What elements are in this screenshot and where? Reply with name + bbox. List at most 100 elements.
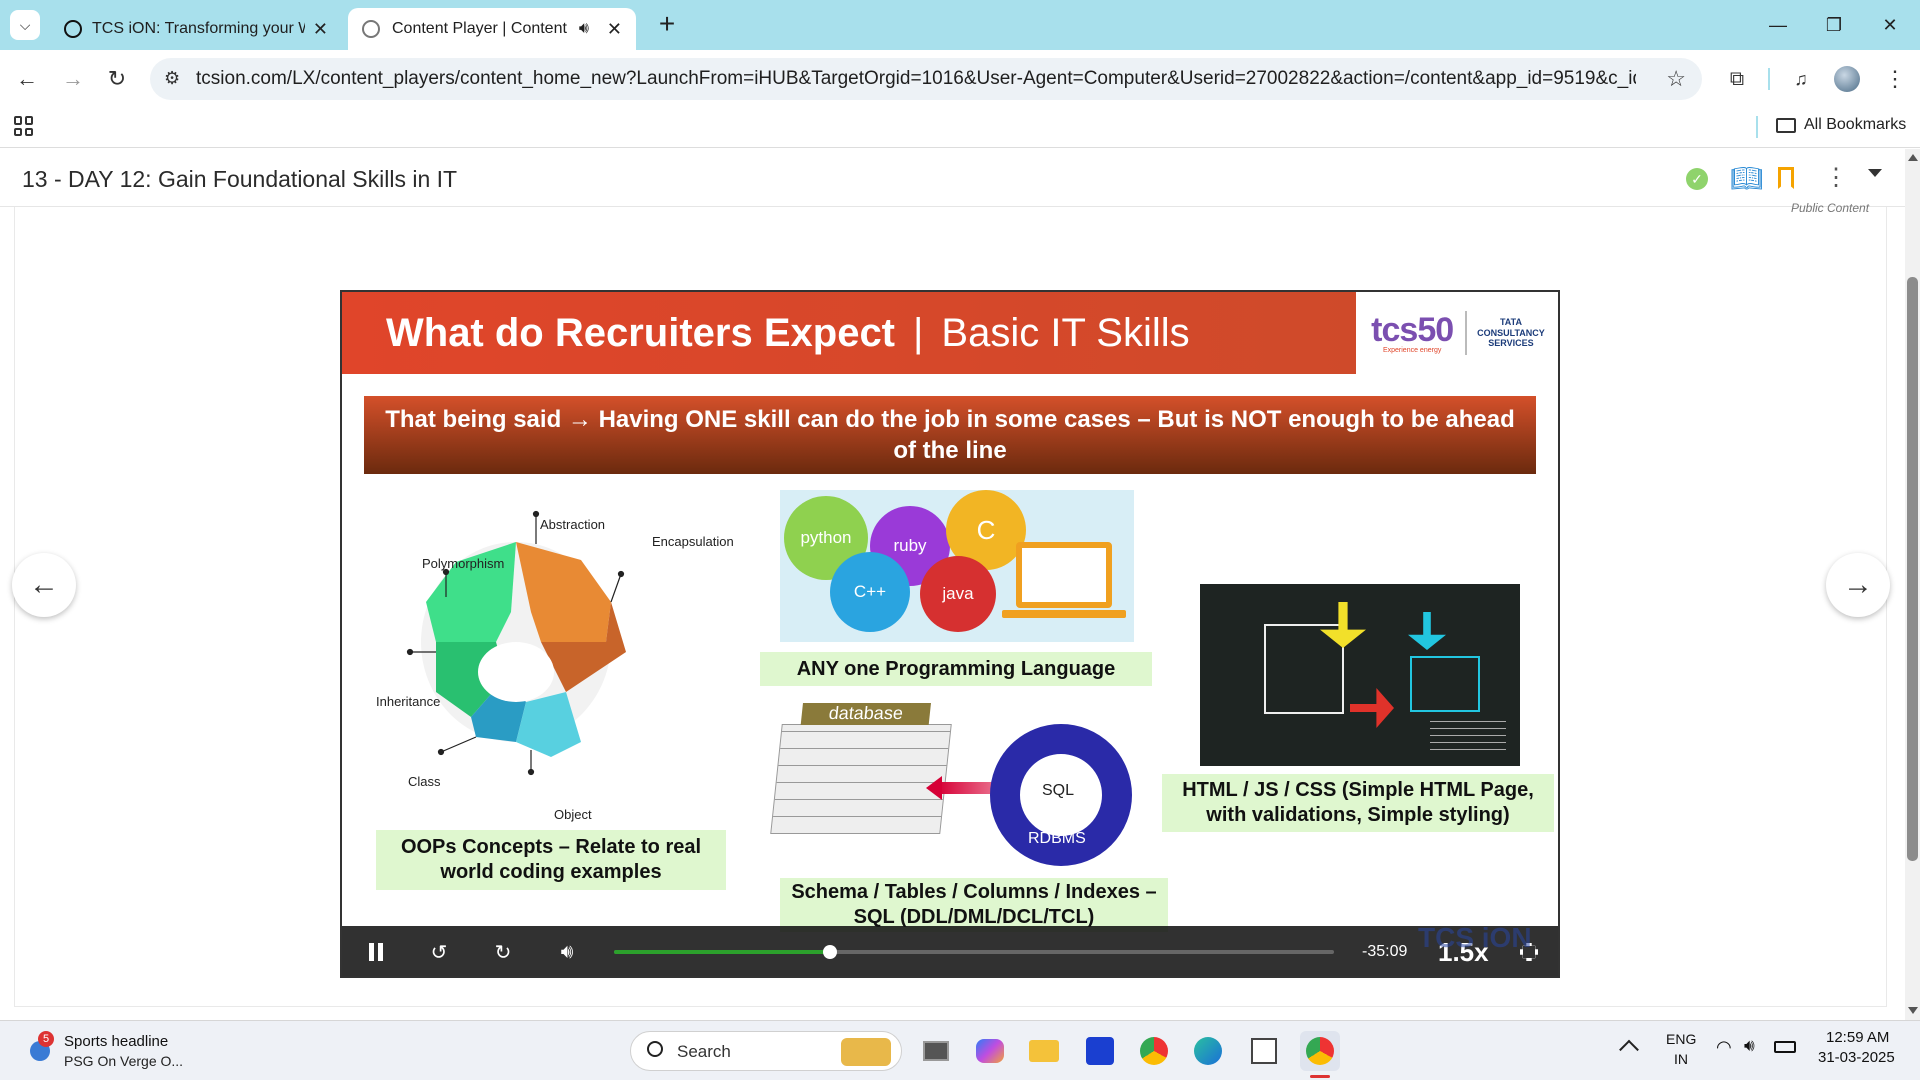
news-widget[interactable]: 5 Sports headline PSG On Verge O... — [26, 1029, 206, 1073]
laptop-base — [1002, 610, 1126, 618]
slide-title-bold: What do Recruiters Expect — [386, 310, 896, 355]
prev-slide-button[interactable]: ← — [12, 553, 76, 617]
database-table-image: database — [770, 703, 952, 834]
minimize-button[interactable]: — — [1769, 14, 1787, 35]
search-icon — [647, 1041, 663, 1057]
windows-start-icon[interactable] — [580, 1031, 620, 1071]
sql-label: SQL — [1042, 782, 1075, 799]
task-view-icon[interactable] — [916, 1031, 956, 1071]
new-tab-button[interactable]: + — [658, 8, 676, 39]
clock-time[interactable]: 12:59 AM — [1826, 1029, 1890, 1046]
scroll-down-icon[interactable] — [1908, 1007, 1918, 1014]
restore-button[interactable]: ❐ — [1825, 14, 1843, 35]
fullscreen-icon — [1520, 943, 1538, 961]
programming-caption: ANY one Programming Language — [760, 652, 1152, 686]
file-explorer-icon[interactable] — [1024, 1031, 1064, 1071]
more-icon[interactable]: ⋮ — [1824, 164, 1848, 191]
arrow-head-icon — [926, 776, 942, 800]
next-slide-button[interactable]: → — [1826, 553, 1890, 617]
logo-tagline: Experience energy — [1382, 346, 1442, 354]
speaker-icon[interactable]: 🔊︎ — [578, 20, 589, 37]
forward-button[interactable]: → — [62, 66, 84, 91]
menu-icon[interactable]: ⋮ — [1884, 66, 1906, 91]
speed-button[interactable]: 1.5x — [1438, 936, 1489, 967]
volume-button[interactable]: 🔊︎ — [552, 936, 582, 968]
close-icon[interactable]: ✕ — [312, 18, 328, 39]
clock-date[interactable]: 31-03-2025 — [1818, 1049, 1895, 1066]
close-icon[interactable]: ✕ — [606, 18, 622, 39]
dropdown-icon[interactable] — [1868, 169, 1882, 177]
tcs-logo: tcs50 Experience energy TATA CONSULTANCY… — [1356, 292, 1558, 374]
page-scrollbar[interactable] — [1905, 149, 1920, 1020]
search-highlight-icon — [841, 1038, 891, 1066]
close-window-button[interactable]: ✕ — [1882, 14, 1898, 35]
browser-toolbar: ← → ↻ ⚙ tcsion.com/LX/content_players/co… — [0, 50, 1920, 108]
bookmarks-bar: All Bookmarks — [0, 108, 1920, 148]
oop-caption: OOPs Concepts – Relate to real world cod… — [376, 830, 726, 890]
chalk-screen — [1410, 656, 1480, 712]
course-title: 13 - DAY 12: Gain Foundational Skills in… — [22, 166, 458, 192]
site-info-icon[interactable]: ⚙ — [164, 68, 181, 88]
battery-icon[interactable] — [1774, 1041, 1796, 1053]
edge-icon[interactable] — [1188, 1031, 1228, 1071]
store-icon[interactable] — [1244, 1031, 1284, 1071]
book-icon[interactable]: 📖︎ — [1730, 163, 1764, 193]
volume-tray-icon[interactable]: 🔊︎ — [1744, 1036, 1755, 1055]
completed-check-icon: ✓ — [1686, 168, 1708, 190]
slide-title-light: Basic IT Skills — [941, 310, 1190, 355]
active-indicator — [1310, 1075, 1330, 1078]
progress-track[interactable] — [614, 945, 1334, 959]
extensions-icon[interactable]: ⧉ — [1729, 67, 1745, 90]
copilot-icon[interactable] — [970, 1031, 1010, 1071]
tab-content-player[interactable]: Content Player | Content 🔊︎ ✕ — [348, 8, 636, 50]
lang-bot[interactable]: IN — [1674, 1051, 1688, 1067]
address-bar[interactable]: ⚙ tcsion.com/LX/content_players/content_… — [150, 58, 1702, 100]
scroll-thumb[interactable] — [1907, 277, 1918, 861]
back-button[interactable]: ← — [16, 66, 38, 91]
app-icon-blue[interactable] — [1080, 1031, 1120, 1071]
pause-icon — [369, 943, 383, 961]
tray-overflow-icon[interactable] — [1619, 1039, 1639, 1060]
bookmark-icon[interactable] — [1778, 167, 1794, 189]
pause-button[interactable] — [362, 936, 390, 968]
oop-diagram — [406, 510, 626, 776]
chrome-icon[interactable] — [1134, 1031, 1174, 1071]
all-bookmarks-button[interactable]: All Bookmarks — [1776, 116, 1906, 134]
wifi-icon[interactable]: ◠ — [1716, 1037, 1732, 1057]
logo-main: tcs50 — [1371, 310, 1454, 349]
fullscreen-button[interactable] — [1514, 936, 1544, 968]
chalk-cyan-arrow — [1408, 612, 1446, 650]
tab-search-button[interactable]: ⌵ — [10, 10, 40, 40]
url-text[interactable]: tcsion.com/LX/content_players/content_ho… — [196, 68, 1636, 89]
rewind-button[interactable]: ↺ — [424, 936, 454, 968]
taskbar-search[interactable]: Search — [630, 1031, 902, 1071]
reload-button[interactable]: ↻ — [107, 66, 127, 91]
apps-grid-icon[interactable] — [14, 116, 34, 136]
arrow-left-icon: ← — [29, 568, 59, 601]
course-header: 13 - DAY 12: Gain Foundational Skills in… — [0, 149, 1905, 207]
tab-strip: ⌵ TCS iON: Transforming your Wo ✕ Conten… — [0, 0, 1920, 50]
search-label: Search — [677, 1042, 731, 1061]
scroll-up-icon[interactable] — [1908, 154, 1918, 161]
video-player[interactable]: What do Recruiters Expect | Basic IT Ski… — [340, 290, 1560, 978]
arrow-right-icon: → — [1843, 568, 1873, 601]
star-icon[interactable]: ☆ — [1666, 66, 1686, 91]
windows-taskbar: 5 Sports headline PSG On Verge O... Sear… — [0, 1020, 1920, 1080]
bubble-c: C — [946, 490, 1026, 570]
media-control-icon[interactable]: ♫ — [1794, 68, 1808, 89]
tab-title: TCS iON: Transforming your Wo — [92, 20, 305, 37]
forward-skip-button[interactable]: ↻ — [488, 936, 518, 968]
logo-consultancy: CONSULTANCY — [1477, 327, 1545, 338]
chrome-active-icon[interactable] — [1300, 1031, 1340, 1071]
tab-tcs-ion[interactable]: TCS iON: Transforming your Wo ✕ — [50, 8, 342, 50]
news-subtitle: PSG On Verge O... — [64, 1053, 184, 1069]
slide-title: What do Recruiters Expect | Basic IT Ski… — [342, 292, 1356, 374]
database-title: database — [800, 703, 931, 725]
all-bookmarks-label: All Bookmarks — [1804, 116, 1907, 133]
oop-label-class: Class — [408, 774, 441, 789]
avatar[interactable] — [1834, 66, 1860, 92]
lang-top[interactable]: ENG — [1666, 1031, 1697, 1047]
progress-thumb[interactable] — [823, 945, 837, 959]
bubble-java: java — [920, 556, 996, 632]
oop-label-inheritance: Inheritance — [376, 694, 441, 709]
